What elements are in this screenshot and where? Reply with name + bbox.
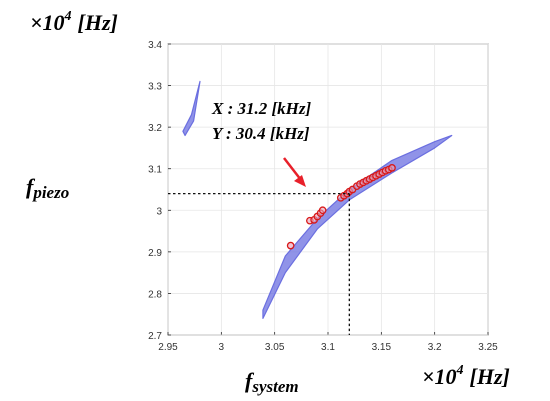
y-tick-label: 3.1 <box>148 165 162 176</box>
y-exponent-label: ×104 [Hz] <box>30 9 118 35</box>
y-exponent-unit: [Hz] <box>78 10 118 35</box>
annotation-arrow-head <box>294 175 306 187</box>
y-exponent-base: ×10 <box>30 10 65 35</box>
y-tick-label: 3.3 <box>148 82 162 93</box>
annotation-arrow <box>283 157 302 181</box>
data-point <box>286 241 295 250</box>
y-tick-label: 2.7 <box>148 331 162 342</box>
data-band-1 <box>182 80 201 137</box>
data-point <box>388 164 396 172</box>
x-tick-label: 3.25 <box>478 342 498 353</box>
y-axis-label-main: f <box>26 174 36 199</box>
y-tick-label: 2.8 <box>148 289 162 300</box>
x-tick-label: 2.95 <box>158 342 178 353</box>
y-axis-label-sub: piezo <box>31 183 69 202</box>
x-tick-label: 3.15 <box>372 342 392 353</box>
x-tick-label: 3.05 <box>265 342 285 353</box>
x-axis-label: fsystem <box>245 368 299 396</box>
x-axis-label-main: f <box>245 368 255 393</box>
grid <box>167 43 489 336</box>
annotation-y: Y : 30.4 [kHz] <box>212 124 310 143</box>
x-exponent-label: ×104 [Hz] <box>422 363 510 389</box>
y-tick-label: 3.4 <box>148 40 162 51</box>
x-exponent-unit: [Hz] <box>470 364 510 389</box>
y-tick-label: 3 <box>156 206 162 217</box>
data-points <box>286 164 396 250</box>
y-axis-label: fpiezo <box>26 174 69 202</box>
y-tick-label: 2.9 <box>148 248 162 259</box>
y-tick-labels: 2.7 2.8 2.9 3 3.1 3.2 3.3 3.4 <box>148 40 162 342</box>
x-tick-label: 3.1 <box>321 342 335 353</box>
x-tick-label: 3.2 <box>428 342 442 353</box>
x-tick-label: 3 <box>219 342 225 353</box>
annotation-x: X : 31.2 [kHz] <box>211 99 312 118</box>
y-exponent-power: 4 <box>64 9 72 24</box>
x-tick-labels: 2.95 3 3.05 3.1 3.15 3.2 3.25 <box>158 342 498 353</box>
data-point <box>318 206 327 215</box>
x-exponent-power: 4 <box>456 363 464 378</box>
reference-lines <box>168 193 350 335</box>
x-exponent-base: ×10 <box>422 364 457 389</box>
x-axis-label-sub: system <box>251 377 298 396</box>
y-tick-label: 3.2 <box>148 123 162 134</box>
